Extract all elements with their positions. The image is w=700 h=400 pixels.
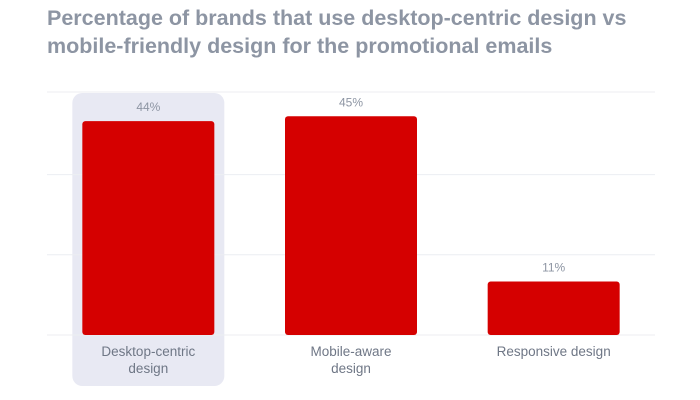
bar-1	[82, 121, 215, 335]
bar-3	[487, 281, 620, 335]
category-label: Desktop-centric design	[101, 344, 195, 376]
value-label: 44%	[136, 100, 160, 114]
category-label: Mobile-aware design	[310, 344, 391, 376]
value-label: 45%	[339, 95, 363, 109]
category-label: Responsive design	[497, 344, 611, 359]
bar-2	[285, 116, 417, 335]
value-label: 11%	[542, 261, 565, 275]
chart-title: Percentage of brands that use desktop-ce…	[47, 6, 627, 58]
